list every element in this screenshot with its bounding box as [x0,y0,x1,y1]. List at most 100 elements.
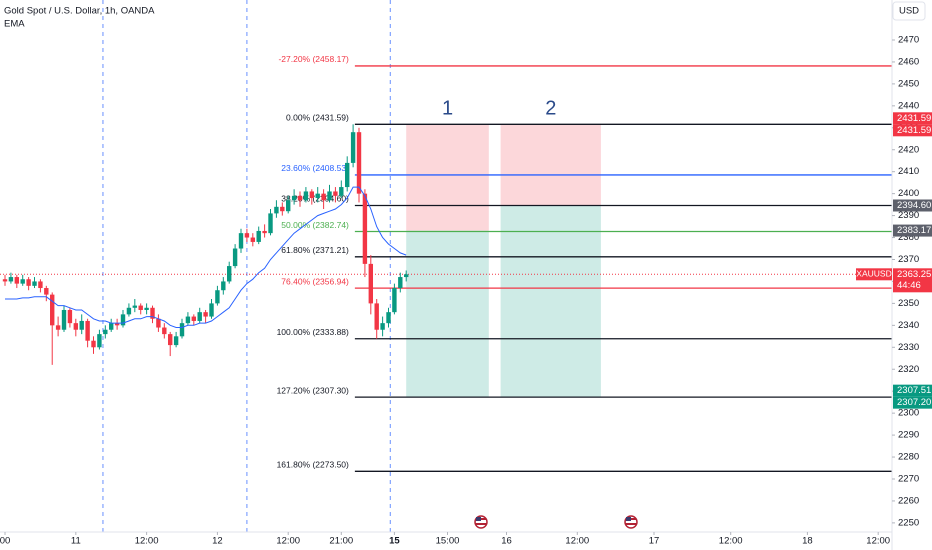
position-label: 2 [545,98,556,120]
y-tick-label: 2330 [898,342,919,353]
target-zone [500,205,601,398]
candle-body [173,336,179,346]
candle-body [221,281,226,291]
fib-label: 76.40% (2356.94) [281,276,349,286]
candle-body [85,320,90,341]
candle-body [109,323,114,330]
x-tick-label: 21:00 [329,536,353,547]
price-badge [893,224,932,237]
y-tick-label: 2410 [898,166,919,177]
candle-body [26,279,31,286]
x-tick-label: 15 [389,536,400,547]
candle-body [73,323,79,330]
x-tick-label: 12:00 [866,536,890,547]
price-badge-label: 2307.20 [897,397,931,408]
candle-body [20,279,25,284]
candle-body [291,195,297,201]
event-icon[interactable] [624,515,638,529]
y-tick-label: 2260 [898,495,919,506]
y-tick-label: 2250 [898,517,919,528]
candle-body [238,233,244,249]
main-layer [2,124,409,365]
candle-body [38,281,43,289]
x-tick-label: 11 [71,536,81,547]
x-tick-label: 15:00 [436,536,460,547]
candle-body [380,323,385,330]
candle-body [67,309,73,324]
candle-body [162,327,167,335]
candle-body [262,230,267,234]
candle-body [14,277,20,284]
y-tick-label: 2470 [898,35,919,46]
fib-label: 38.20% (2394.60) [281,194,349,204]
candle-body [356,132,362,194]
candle-body [91,340,96,348]
candle-body [404,274,409,278]
candle-body [362,193,368,264]
candle-body [55,325,61,330]
candle-body [392,288,397,313]
x-tick-label: 12:00 [719,536,743,547]
candle-body [114,323,120,326]
candle-body [61,309,67,330]
y-tick-label: 2370 [898,254,919,265]
y-tick-label: 2280 [898,452,919,463]
x-tick-label: 12 [212,536,223,547]
position-label: 1 [442,98,453,120]
candle-body [215,290,220,304]
y-tick-label: 2440 [898,100,919,111]
price-badge [893,396,932,409]
fib-label: 100.00% (2333.88) [277,327,349,337]
price-badge [893,124,932,137]
y-tick-label: 2270 [898,474,919,485]
candle-body [268,213,273,234]
y-tick-label: 2320 [898,364,919,375]
candle-body [168,334,173,346]
candle-body [327,191,332,201]
candle-body [315,193,320,199]
candle-body [132,305,138,308]
candle-body [321,193,326,201]
y-tick-label: 2300 [898,408,919,419]
x-tick-label: 00 [0,536,10,547]
symbol-badge [856,268,892,281]
stop-zone [406,124,489,231]
candle-body [50,294,55,326]
y-tick-label: 2350 [898,298,919,309]
candle-body [120,314,126,326]
candle-body [126,307,132,315]
fib-label: 161.80% (2273.50) [277,460,349,470]
candle-body [197,312,202,321]
symbol-label: XAUUSD [856,269,891,279]
y-tick-label: 2450 [898,78,919,89]
price-badge [893,112,932,125]
target-zone [406,230,489,397]
fib-label: 23.60% (2408.53) [281,163,349,173]
candle-body [32,281,37,286]
candle-body [274,206,279,214]
x-tick-label: 18 [802,536,813,547]
y-tick-label: 2420 [898,144,919,155]
candle-body [297,195,303,201]
x-tick-label: 12:00 [276,536,300,547]
currency-button[interactable] [892,1,926,21]
currency-label[interactable]: USD [899,6,919,17]
indicator-label: EMA [4,19,25,30]
candle-body [203,312,208,317]
candle-body [232,248,238,267]
event-icon[interactable] [474,515,488,529]
price-badge-label: 2394.60 [897,200,931,211]
price-badge [893,199,932,212]
candle-body [333,191,338,196]
background-layer: 1 2 -27.20% (2458.17) 0.00% (2431.59) 23.60%… [0,0,892,532]
candle-body [191,316,197,321]
candle-body [398,277,403,289]
y-tick-label: 2460 [898,56,919,67]
candle-body [185,316,191,324]
candle-body [44,288,49,295]
candle-body [256,230,261,242]
axis-layer: 2250226022702280229023002310232023302340… [0,35,932,547]
